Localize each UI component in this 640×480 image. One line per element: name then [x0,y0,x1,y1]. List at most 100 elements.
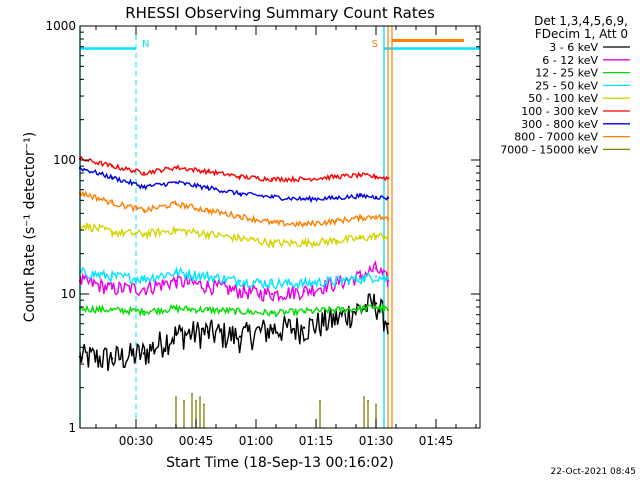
data-point [270,177,274,181]
data-point [174,271,178,274]
data-point [174,279,178,283]
data-point [302,289,306,293]
data-point [358,307,362,310]
data-point [174,307,178,310]
data-point [374,215,378,218]
series-300-800-kev [78,166,390,204]
data-point [110,308,114,312]
data-point [334,175,338,178]
data-point [191,392,193,395]
data-point [334,279,338,283]
data-point [206,330,210,334]
data-point [238,310,242,313]
x-tick-label: 00:45 [179,434,214,448]
data-point [334,308,338,312]
data-point [175,396,177,399]
data-point [110,164,114,168]
data-point [142,277,146,280]
data-point [374,275,378,278]
x-tick-label: 01:45 [419,434,454,448]
data-point [302,177,306,181]
y-tick-label: 1 [68,421,76,435]
data-point [334,219,338,223]
data-point [142,352,146,355]
y-tick-label: 100 [53,153,76,167]
data-point [302,197,306,201]
series-100-300-kev [78,155,390,184]
data-point [206,284,210,288]
series-7000-15000-kev [175,392,377,428]
data-point [270,282,274,285]
data-point [110,275,114,278]
data-point [386,322,390,325]
data-point [358,174,362,177]
legend-label: 800 - 7000 keV [514,131,598,144]
data-point [358,237,362,240]
series-50-100-kev [78,222,390,250]
data-point [374,175,378,178]
data-point [142,287,146,290]
data-point [110,287,114,290]
legend-header-line-1: Det 1,3,4,5,6,9, [534,14,628,28]
data-point [358,216,362,220]
data-point [386,196,390,200]
data-point [374,305,378,309]
legend-label: 25 - 50 keV [535,79,598,92]
series-line [79,303,389,319]
data-point [238,335,242,338]
x-tick-label: 00:30 [119,434,154,448]
data-point [334,317,338,321]
data-point [183,399,185,402]
data-point [386,234,390,238]
data-point [334,196,338,200]
plot-frame [79,25,481,429]
y-tick-label: 1000 [45,19,76,33]
series-line [79,293,389,371]
data-point [142,310,146,313]
data-point [238,279,242,283]
data-point [270,241,274,245]
series-800-7000-kev [78,38,464,229]
data-point [386,279,390,283]
x-tick-label: 01:30 [359,434,394,448]
annotation-s: S [372,39,378,50]
data-point [238,237,242,240]
data-point [302,241,306,245]
legend-label: 300 - 800 keV [521,118,598,131]
data-point [302,310,306,313]
data-point [110,230,114,234]
data-point [206,232,210,236]
data-point [367,399,369,402]
data-point [203,403,205,406]
data-point [386,277,390,280]
chart-title: RHESSI Observing Summary Count Rates [125,4,435,22]
data-point [174,181,178,184]
data-point [270,327,274,330]
data-point [195,399,197,402]
annotation-n: N [142,39,149,50]
data-point [142,232,146,236]
data-point [238,192,242,195]
legend-label: 6 - 12 keV [542,54,598,67]
data-point [270,221,274,224]
axes: 1 10 100 1000 00:30 00:45 01:00 01:15 01:30 01:45 [45,19,480,448]
legend-label: 12 - 25 keV [535,67,598,80]
data-point [358,275,362,278]
legend-label: 7000 - 15000 keV [500,143,598,156]
data-point [302,282,306,285]
data-point [142,185,146,189]
data-point [174,333,178,336]
data-point [206,186,210,190]
data-point [206,209,210,212]
data-point [142,171,146,175]
series-25-50-kev [78,266,390,290]
legend-label: 50 - 100 keV [528,92,598,105]
data-point [206,308,210,312]
data-point [334,239,338,242]
y-tick-label: 10 [61,287,76,301]
data-point [110,201,114,204]
data-point [142,209,146,212]
data-point [363,396,365,399]
